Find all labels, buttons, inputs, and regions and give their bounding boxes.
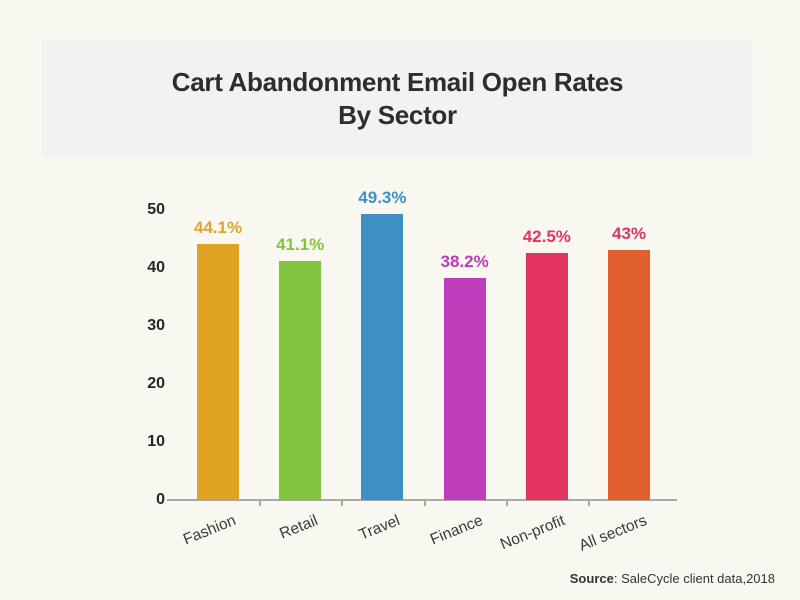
chart-title-line2: By Sector bbox=[338, 100, 457, 130]
x-axis-tick bbox=[259, 501, 262, 506]
bar-value-label: 41.1% bbox=[276, 235, 325, 255]
title-panel: Cart Abandonment Email Open Rates By Sec… bbox=[42, 40, 753, 158]
bar-value-label: 44.1% bbox=[193, 217, 243, 237]
bar-value-label: 38.2% bbox=[440, 252, 489, 272]
y-tick-label: 50 bbox=[147, 200, 165, 218]
bar-travel bbox=[361, 213, 404, 500]
bar-retail bbox=[279, 261, 322, 500]
bar-value-label: 42.5% bbox=[522, 227, 571, 247]
x-axis-tick bbox=[423, 501, 426, 506]
bar-fashion bbox=[197, 243, 239, 500]
bar-all-sectors bbox=[608, 250, 650, 500]
source-note: Source: SaleCycle client data,2018 bbox=[570, 571, 775, 586]
y-tick-label: 20 bbox=[147, 374, 165, 392]
y-tick-label: 0 bbox=[156, 491, 165, 508]
source-text: : SaleCycle client data,2018 bbox=[613, 571, 775, 586]
source-label: Source bbox=[569, 571, 614, 586]
y-tick-label: 30 bbox=[147, 316, 165, 334]
bar-non-profit bbox=[525, 253, 568, 500]
bar-value-label: 43% bbox=[611, 224, 647, 244]
bar-finance bbox=[443, 278, 486, 500]
chart-title-line1: Cart Abandonment Email Open Rates bbox=[171, 67, 624, 97]
chart-title: Cart Abandonment Email Open Rates By Sec… bbox=[171, 66, 624, 132]
y-tick-label: 10 bbox=[147, 432, 165, 450]
x-axis-tick bbox=[341, 501, 344, 506]
y-tick-label: 40 bbox=[147, 258, 165, 276]
bar-value-label: 49.3% bbox=[358, 187, 407, 207]
x-axis-tick bbox=[505, 501, 508, 506]
x-axis-line bbox=[167, 499, 677, 501]
x-axis-tick bbox=[587, 501, 590, 506]
